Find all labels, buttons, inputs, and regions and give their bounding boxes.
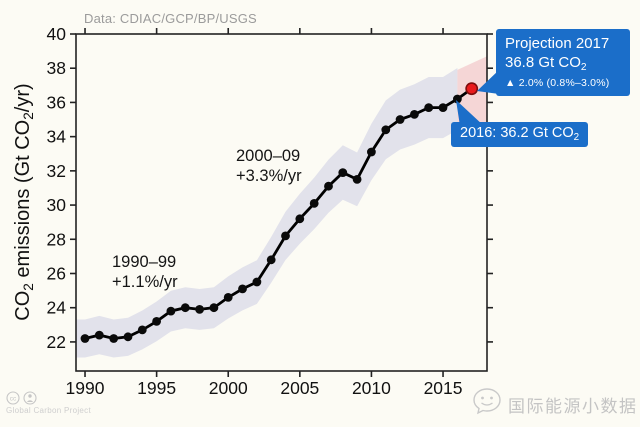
data-point-1998 — [195, 305, 205, 314]
y-tick-label: 32 — [47, 161, 66, 181]
projection-point — [465, 82, 479, 96]
y-axis-title-sub: 2 — [20, 283, 36, 291]
annotation-2000s: 2000–09 +3.3%/yr — [236, 146, 302, 187]
data-point-1992 — [109, 334, 119, 343]
annotation-2000s-period: 2000–09 — [236, 147, 301, 165]
data-point-2007 — [324, 181, 333, 191]
data-point-2011 — [381, 125, 391, 135]
y-tick-label: 40 — [47, 24, 67, 44]
projection-delta: ▲ 2.0% (0.8%–3.0%) — [505, 77, 610, 90]
svg-text:cc: cc — [10, 395, 17, 402]
y-tick-label: 38 — [47, 58, 66, 78]
annotation-1990s-rate: +1.1%/yr — [112, 273, 178, 292]
data-point-2015 — [438, 103, 448, 112]
data-point-2013 — [410, 110, 419, 119]
latest-callout-tail — [456, 100, 484, 126]
data-point-1997 — [180, 303, 190, 313]
data-point-2008 — [338, 168, 348, 178]
emissions-line — [84, 87, 473, 340]
data-point-2004 — [281, 231, 290, 241]
y-tick-label: 24 — [47, 298, 67, 318]
cc-icon: cc — [6, 391, 20, 405]
projection-callout: Projection 2017 36.8 Gt CO2 ▲ 2.0% (0.8%… — [496, 29, 630, 97]
y-axis-title-text: CO — [12, 290, 35, 321]
y-tick-label: 36 — [47, 92, 66, 112]
projection-callout-tail — [477, 70, 499, 94]
data-point-2005 — [295, 214, 305, 224]
wechat-bubble-icon — [473, 388, 501, 415]
data-point-2010 — [367, 147, 376, 157]
data-point-2009 — [352, 175, 362, 184]
watermark-text: 国际能源小数据 — [508, 397, 638, 416]
data-point-1996 — [166, 306, 176, 316]
license-icons: cc — [6, 391, 37, 405]
data-point-1990 — [80, 334, 90, 343]
data-point-1993 — [123, 332, 133, 342]
data-point-1999 — [209, 303, 219, 313]
data-point-1991 — [94, 330, 104, 340]
data-source-label: Data: CDIAC/GCP/BP/USGS — [84, 11, 257, 26]
plot-frame — [75, 33, 488, 372]
data-point-2012 — [395, 115, 405, 124]
cc-by-person-icon — [23, 391, 37, 405]
projection-title: Projection 2017 — [505, 35, 610, 52]
y-axis-title: CO2 emissions (Gt CO2/yr) — [12, 83, 36, 321]
data-point-2003 — [266, 255, 276, 265]
projection-value: 36.8 Gt CO2 — [505, 53, 587, 73]
y-tick-label: 22 — [47, 332, 66, 352]
latest-value-callout: 2016: 36.2 Gt CO2 — [451, 122, 589, 147]
data-point-2002 — [252, 277, 262, 287]
annotation-1990s-period: 1990–99 — [112, 253, 177, 271]
y-tick-label: 28 — [47, 229, 66, 249]
data-point-2014 — [424, 103, 434, 112]
x-tick-label: 2010 — [352, 378, 391, 398]
x-tick-label: 2005 — [280, 378, 319, 398]
data-point-2016 — [453, 94, 462, 104]
x-tick-label: 2015 — [424, 378, 463, 398]
annotation-2000s-rate: +3.3%/yr — [236, 167, 302, 186]
annotation-1990s: 1990–99 +1.1%/yr — [112, 252, 178, 293]
y-tick-label: 34 — [47, 127, 67, 147]
data-point-2000 — [223, 293, 233, 302]
data-point-2001 — [238, 284, 247, 294]
data-point-1994 — [137, 325, 147, 335]
uncertainty-band — [76, 68, 458, 358]
y-tick-label: 26 — [47, 263, 66, 283]
data-point-1995 — [152, 317, 162, 326]
credit-text: Global Carbon Project — [6, 406, 92, 415]
data-point-2006 — [309, 199, 319, 208]
x-tick-label: 1990 — [66, 378, 105, 398]
y-tick-label: 30 — [47, 195, 67, 215]
x-tick-label: 2000 — [209, 378, 248, 398]
x-tick-label: 1995 — [137, 378, 176, 398]
